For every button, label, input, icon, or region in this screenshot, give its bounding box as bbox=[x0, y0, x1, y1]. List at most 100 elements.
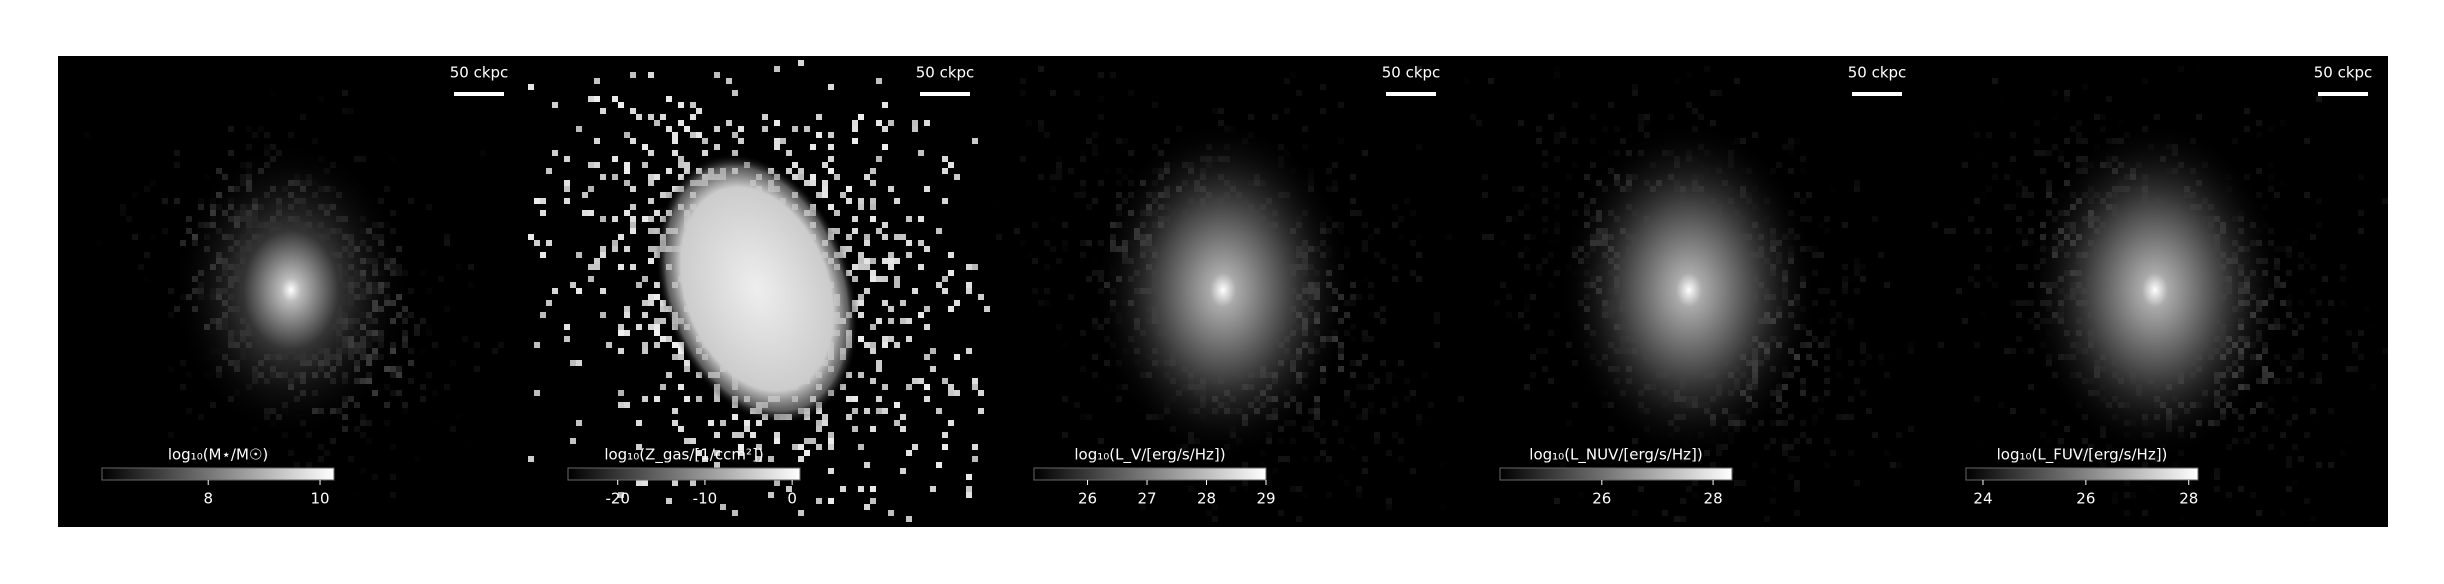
pixel bbox=[948, 384, 954, 390]
pixel bbox=[1974, 342, 1980, 348]
pixel bbox=[2016, 300, 2022, 306]
pixel bbox=[1020, 156, 1026, 162]
pixel bbox=[918, 378, 924, 384]
pixel bbox=[822, 162, 828, 168]
colorbar-label: log₁₀(L_V/[erg/s/Hz]) bbox=[1074, 446, 1225, 465]
pixel bbox=[2010, 132, 2016, 138]
pixel bbox=[1368, 408, 1374, 414]
pixel bbox=[426, 330, 432, 336]
pixel bbox=[1044, 300, 1050, 306]
colorbar bbox=[1033, 467, 1267, 481]
pixel bbox=[1980, 246, 1986, 252]
pixel bbox=[1542, 348, 1548, 354]
pixel bbox=[1392, 432, 1398, 438]
pixel bbox=[972, 138, 978, 144]
pixel bbox=[654, 324, 660, 330]
pixel bbox=[1362, 456, 1368, 462]
pixel bbox=[246, 126, 252, 132]
pixel bbox=[864, 342, 870, 348]
pixel bbox=[1020, 78, 1026, 84]
pixel bbox=[2310, 408, 2316, 414]
pixel bbox=[1542, 276, 1548, 282]
pixel bbox=[594, 162, 600, 168]
pixel bbox=[1842, 282, 1848, 288]
pixel bbox=[1374, 438, 1380, 444]
pixel bbox=[2082, 84, 2088, 90]
pixel bbox=[2316, 300, 2322, 306]
pixel bbox=[1398, 216, 1404, 222]
pixel bbox=[1542, 162, 1548, 168]
pixel bbox=[1290, 72, 1296, 78]
pixel bbox=[1626, 132, 1632, 138]
pixel bbox=[120, 210, 126, 216]
pixel bbox=[672, 150, 678, 156]
pixel bbox=[1530, 294, 1536, 300]
pixel bbox=[726, 120, 732, 126]
pixel bbox=[2244, 438, 2250, 444]
pixel bbox=[678, 102, 684, 108]
pixel bbox=[888, 252, 894, 258]
pixel bbox=[648, 198, 654, 204]
pixel bbox=[1602, 156, 1608, 162]
pixel bbox=[576, 252, 582, 258]
pixel bbox=[426, 288, 432, 294]
pixel bbox=[1542, 366, 1548, 372]
pixel bbox=[756, 420, 762, 426]
pixel bbox=[1110, 396, 1116, 402]
pixel bbox=[1836, 348, 1842, 354]
pixel bbox=[1416, 252, 1422, 258]
pixel bbox=[1962, 210, 1968, 216]
pixel bbox=[2328, 462, 2334, 468]
pixel bbox=[468, 264, 474, 270]
pixel bbox=[894, 234, 900, 240]
pixel bbox=[1092, 132, 1098, 138]
pixel bbox=[402, 336, 408, 342]
pixel bbox=[390, 390, 396, 396]
pixel bbox=[2280, 510, 2286, 516]
pixel bbox=[150, 180, 156, 186]
pixel bbox=[1362, 150, 1368, 156]
pixel bbox=[1986, 96, 1992, 102]
pixel bbox=[588, 186, 594, 192]
pixel bbox=[936, 228, 942, 234]
pixel bbox=[2268, 408, 2274, 414]
pixel bbox=[624, 180, 630, 186]
pixel bbox=[648, 216, 654, 222]
pixel bbox=[576, 420, 582, 426]
pixel bbox=[714, 144, 720, 150]
pixel bbox=[894, 420, 900, 426]
pixel bbox=[2328, 408, 2334, 414]
pixel bbox=[654, 174, 660, 180]
pixel bbox=[828, 498, 834, 504]
pixel bbox=[924, 306, 930, 312]
pixel bbox=[498, 342, 504, 348]
pixel bbox=[1518, 186, 1524, 192]
colorbar-label: log₁₀(M⋆/M☉) bbox=[168, 446, 268, 464]
pixel bbox=[534, 198, 540, 204]
pixel bbox=[810, 174, 816, 180]
pixel bbox=[840, 486, 846, 492]
pixel bbox=[432, 342, 438, 348]
pixel bbox=[798, 168, 804, 174]
pixel bbox=[876, 228, 882, 234]
pixel bbox=[162, 228, 168, 234]
pixel bbox=[2292, 444, 2298, 450]
pixel bbox=[684, 126, 690, 132]
pixel bbox=[444, 306, 450, 312]
pixel bbox=[1434, 474, 1440, 480]
pixel bbox=[342, 426, 348, 432]
pixel bbox=[1302, 126, 1308, 132]
pixel bbox=[936, 462, 942, 468]
pixel bbox=[1788, 456, 1794, 462]
pixel bbox=[882, 276, 888, 282]
pixel bbox=[984, 306, 990, 312]
pixel bbox=[978, 294, 984, 300]
pixel bbox=[816, 498, 822, 504]
pixel bbox=[1074, 192, 1080, 198]
pixel bbox=[186, 372, 192, 378]
pixel bbox=[2064, 138, 2070, 144]
pixel bbox=[1824, 354, 1830, 360]
pixel bbox=[750, 432, 756, 438]
pixel bbox=[1740, 480, 1746, 486]
pixel bbox=[246, 144, 252, 150]
